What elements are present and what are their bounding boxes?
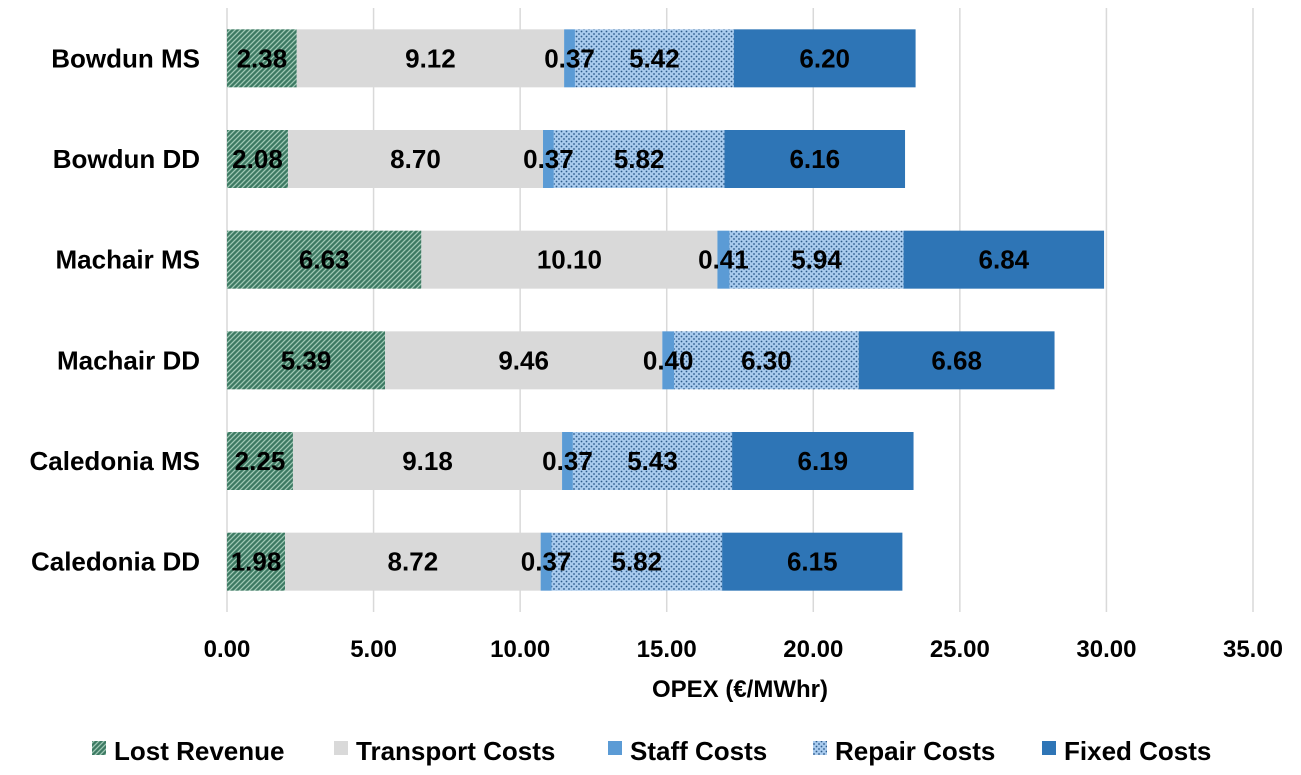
data-label-staff-costs: 0.37 xyxy=(523,144,574,174)
data-label-fixed-costs: 6.84 xyxy=(979,245,1030,275)
category-axis: Bowdun MS Bowdun DD Machair MS Machair DD Ca… xyxy=(30,43,200,576)
bar-segment-lost-revenue xyxy=(227,230,422,289)
bar-segment-repair-costs xyxy=(551,532,723,591)
bar-segment-fixed-costs xyxy=(858,331,1055,390)
data-label-staff-costs: 0.37 xyxy=(542,446,593,476)
bar-segment-lost-revenue xyxy=(227,130,288,188)
bar-segment-transport-costs xyxy=(385,331,663,390)
bar-segment-fixed-costs xyxy=(903,230,1105,289)
bar-segment-repair-costs xyxy=(729,230,904,289)
legend-label: Transport Costs xyxy=(356,736,555,766)
legend-item-staff-costs: Staff Costs xyxy=(608,736,767,766)
legend-item-fixed-costs: Fixed Costs xyxy=(1042,736,1211,766)
data-label-lost-revenue: 5.39 xyxy=(281,345,332,375)
bar-segment-lost-revenue xyxy=(227,29,297,88)
bar-segment-lost-revenue xyxy=(227,532,286,591)
legend-item-transport-costs: Transport Costs xyxy=(334,736,555,766)
data-label-lost-revenue: 1.98 xyxy=(231,547,282,577)
data-label-repair-costs: 6.30 xyxy=(741,345,792,375)
data-label-fixed-costs: 6.68 xyxy=(931,345,982,375)
data-label-transport-costs: 9.18 xyxy=(402,446,453,476)
x-tick-label: 10.00 xyxy=(490,636,550,663)
data-label-repair-costs: 5.94 xyxy=(791,245,842,275)
data-label-repair-costs: 5.82 xyxy=(614,144,665,174)
category-label: Machair MS xyxy=(56,245,201,275)
legend-swatch xyxy=(1042,741,1056,755)
bar-segment-fixed-costs xyxy=(733,29,916,88)
x-axis-title: OPEX (€/MWhr) xyxy=(652,676,828,703)
bar-segment-staff-costs xyxy=(543,130,554,188)
bar-segment-transport-costs xyxy=(296,29,565,88)
bar-segment-staff-costs xyxy=(717,230,730,289)
bars xyxy=(227,29,1105,591)
bar-segment-fixed-costs xyxy=(732,432,914,490)
legend-swatch xyxy=(92,741,106,755)
x-tick-label: 15.00 xyxy=(637,636,697,663)
data-label-fixed-costs: 6.19 xyxy=(798,446,849,476)
bar-segment-transport-costs xyxy=(421,230,718,289)
bar-segment-repair-costs xyxy=(574,29,734,88)
data-label-fixed-costs: 6.20 xyxy=(799,43,850,73)
legend: Lost Revenue Transport Costs Staff Costs Re… xyxy=(92,736,1211,766)
data-label-lost-revenue: 2.25 xyxy=(235,446,286,476)
data-labels: 2.38 9.12 0.37 5.42 6.20 2.08 8.70 0.37 5.82 6.16… xyxy=(231,43,1030,576)
bar-segment-staff-costs xyxy=(540,532,552,591)
value-axis: 0.00 5.00 10.00 15.00 20.00 25.00 30.00 35.00 xyxy=(204,636,1283,663)
data-label-fixed-costs: 6.15 xyxy=(787,547,838,577)
legend-label: Repair Costs xyxy=(835,736,995,766)
bar-segment-repair-costs xyxy=(572,432,733,490)
x-tick-label: 35.00 xyxy=(1223,636,1283,663)
bar-segment-lost-revenue xyxy=(227,331,386,390)
gridlines xyxy=(226,8,1254,612)
bar-segment-repair-costs xyxy=(674,331,859,390)
data-label-transport-costs: 10.10 xyxy=(537,245,602,275)
legend-swatch xyxy=(813,741,827,755)
data-label-transport-costs: 9.46 xyxy=(498,345,549,375)
x-tick-label: 5.00 xyxy=(350,636,397,663)
data-label-lost-revenue: 2.38 xyxy=(237,43,288,73)
bar-segment-staff-costs xyxy=(562,432,573,490)
data-label-lost-revenue: 2.08 xyxy=(232,144,283,174)
category-label: Caledonia MS xyxy=(30,446,200,476)
category-label: Machair DD xyxy=(57,345,200,375)
legend-label: Lost Revenue xyxy=(114,736,285,766)
category-label: Bowdun DD xyxy=(53,144,200,174)
data-label-transport-costs: 8.72 xyxy=(388,547,439,577)
legend-swatch xyxy=(608,741,622,755)
data-label-transport-costs: 8.70 xyxy=(390,144,441,174)
bar-segment-transport-costs xyxy=(292,432,563,490)
legend-item-repair-costs: Repair Costs xyxy=(813,736,995,766)
data-label-repair-costs: 5.42 xyxy=(629,43,680,73)
legend-label: Staff Costs xyxy=(630,736,767,766)
bar-segment-fixed-costs xyxy=(722,532,903,591)
legend-item-lost-revenue: Lost Revenue xyxy=(92,736,285,766)
data-label-staff-costs: 0.40 xyxy=(643,345,694,375)
legend-swatch xyxy=(334,741,348,755)
x-tick-label: 0.00 xyxy=(204,636,251,663)
data-label-repair-costs: 5.43 xyxy=(627,446,678,476)
data-label-staff-costs: 0.37 xyxy=(544,43,595,73)
x-tick-label: 20.00 xyxy=(783,636,843,663)
data-label-fixed-costs: 6.16 xyxy=(789,144,840,174)
data-label-staff-costs: 0.41 xyxy=(698,245,749,275)
bar-segment-transport-costs xyxy=(285,532,541,591)
bar-segment-staff-costs xyxy=(564,29,575,88)
data-label-lost-revenue: 6.63 xyxy=(299,245,350,275)
category-label: Caledonia DD xyxy=(31,547,200,577)
bar-segment-transport-costs xyxy=(287,130,544,188)
bar-segment-lost-revenue xyxy=(227,432,293,490)
x-tick-label: 25.00 xyxy=(930,636,990,663)
legend-label: Fixed Costs xyxy=(1064,736,1211,766)
data-label-staff-costs: 0.37 xyxy=(521,547,572,577)
data-label-transport-costs: 9.12 xyxy=(405,43,456,73)
x-tick-label: 30.00 xyxy=(1076,636,1136,663)
bar-segment-staff-costs xyxy=(662,331,675,390)
bar-segment-repair-costs xyxy=(553,130,725,188)
bar-segment-fixed-costs xyxy=(724,130,906,188)
category-label: Bowdun MS xyxy=(51,43,200,73)
data-label-repair-costs: 5.82 xyxy=(612,547,663,577)
